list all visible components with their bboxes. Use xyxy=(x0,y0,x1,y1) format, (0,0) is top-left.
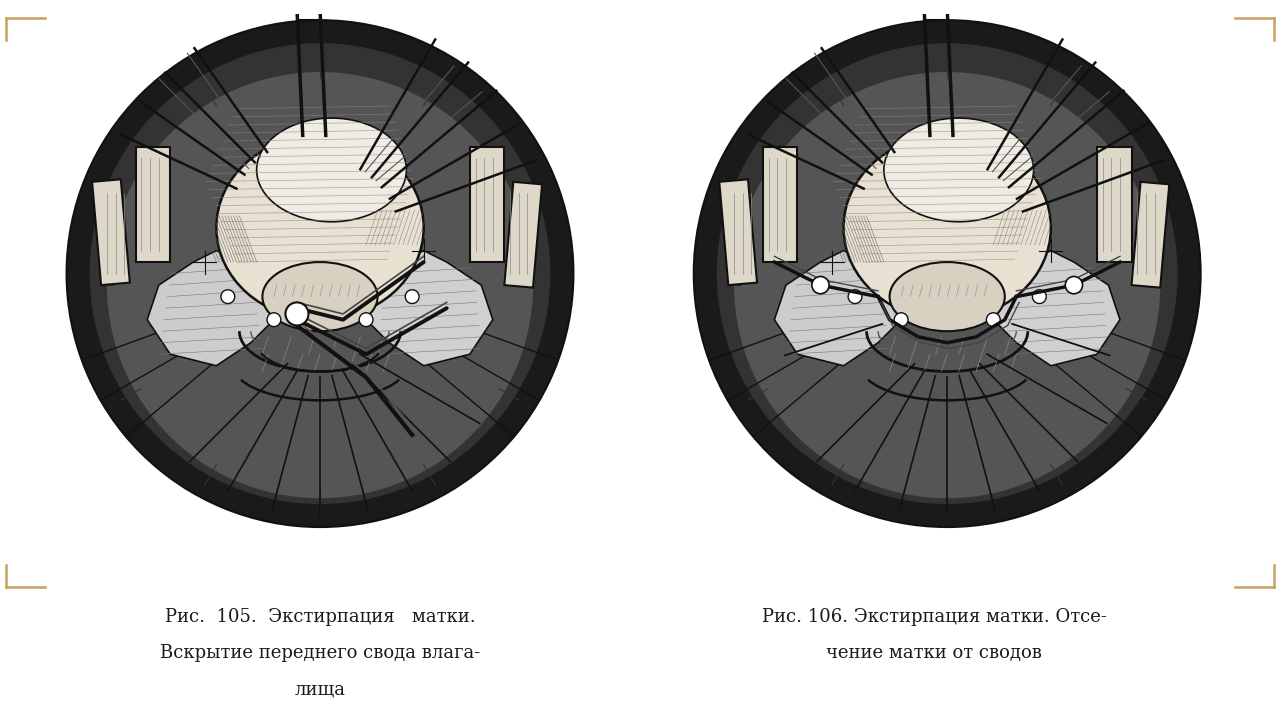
Text: лища: лища xyxy=(294,680,346,698)
Ellipse shape xyxy=(216,135,424,320)
Circle shape xyxy=(849,289,861,304)
Circle shape xyxy=(268,312,280,327)
Bar xyxy=(1097,147,1132,262)
Bar xyxy=(763,147,797,262)
Ellipse shape xyxy=(884,118,1034,222)
Text: Рис. 106. Экстирпация матки. Отсе-: Рис. 106. Экстирпация матки. Отсе- xyxy=(762,608,1107,626)
Circle shape xyxy=(717,43,1178,504)
Circle shape xyxy=(895,312,908,327)
Text: чение матки от сводов: чение матки от сводов xyxy=(827,644,1042,662)
Bar xyxy=(136,147,170,262)
Bar xyxy=(719,179,756,285)
Circle shape xyxy=(735,72,1161,498)
Polygon shape xyxy=(147,251,274,366)
Circle shape xyxy=(90,43,550,504)
Ellipse shape xyxy=(844,135,1051,320)
Polygon shape xyxy=(774,251,901,366)
Bar xyxy=(504,182,541,287)
Text: Вскрытие переднего свода влага-: Вскрытие переднего свода влага- xyxy=(160,644,480,662)
Circle shape xyxy=(285,302,308,325)
Bar xyxy=(1132,182,1169,287)
Circle shape xyxy=(987,312,1000,327)
Bar xyxy=(470,147,504,262)
Circle shape xyxy=(108,72,534,498)
Ellipse shape xyxy=(262,262,378,331)
Circle shape xyxy=(406,289,419,304)
Text: Рис.  105.  Экстирпация   матки.: Рис. 105. Экстирпация матки. xyxy=(165,608,475,626)
Bar xyxy=(92,179,129,285)
Ellipse shape xyxy=(890,262,1005,331)
Circle shape xyxy=(67,20,573,527)
Circle shape xyxy=(221,289,234,304)
Circle shape xyxy=(812,276,829,294)
Circle shape xyxy=(1033,289,1046,304)
Circle shape xyxy=(1065,276,1083,294)
Polygon shape xyxy=(366,251,493,366)
Circle shape xyxy=(694,20,1201,527)
Ellipse shape xyxy=(256,118,407,222)
Polygon shape xyxy=(993,251,1120,366)
Circle shape xyxy=(360,312,372,327)
